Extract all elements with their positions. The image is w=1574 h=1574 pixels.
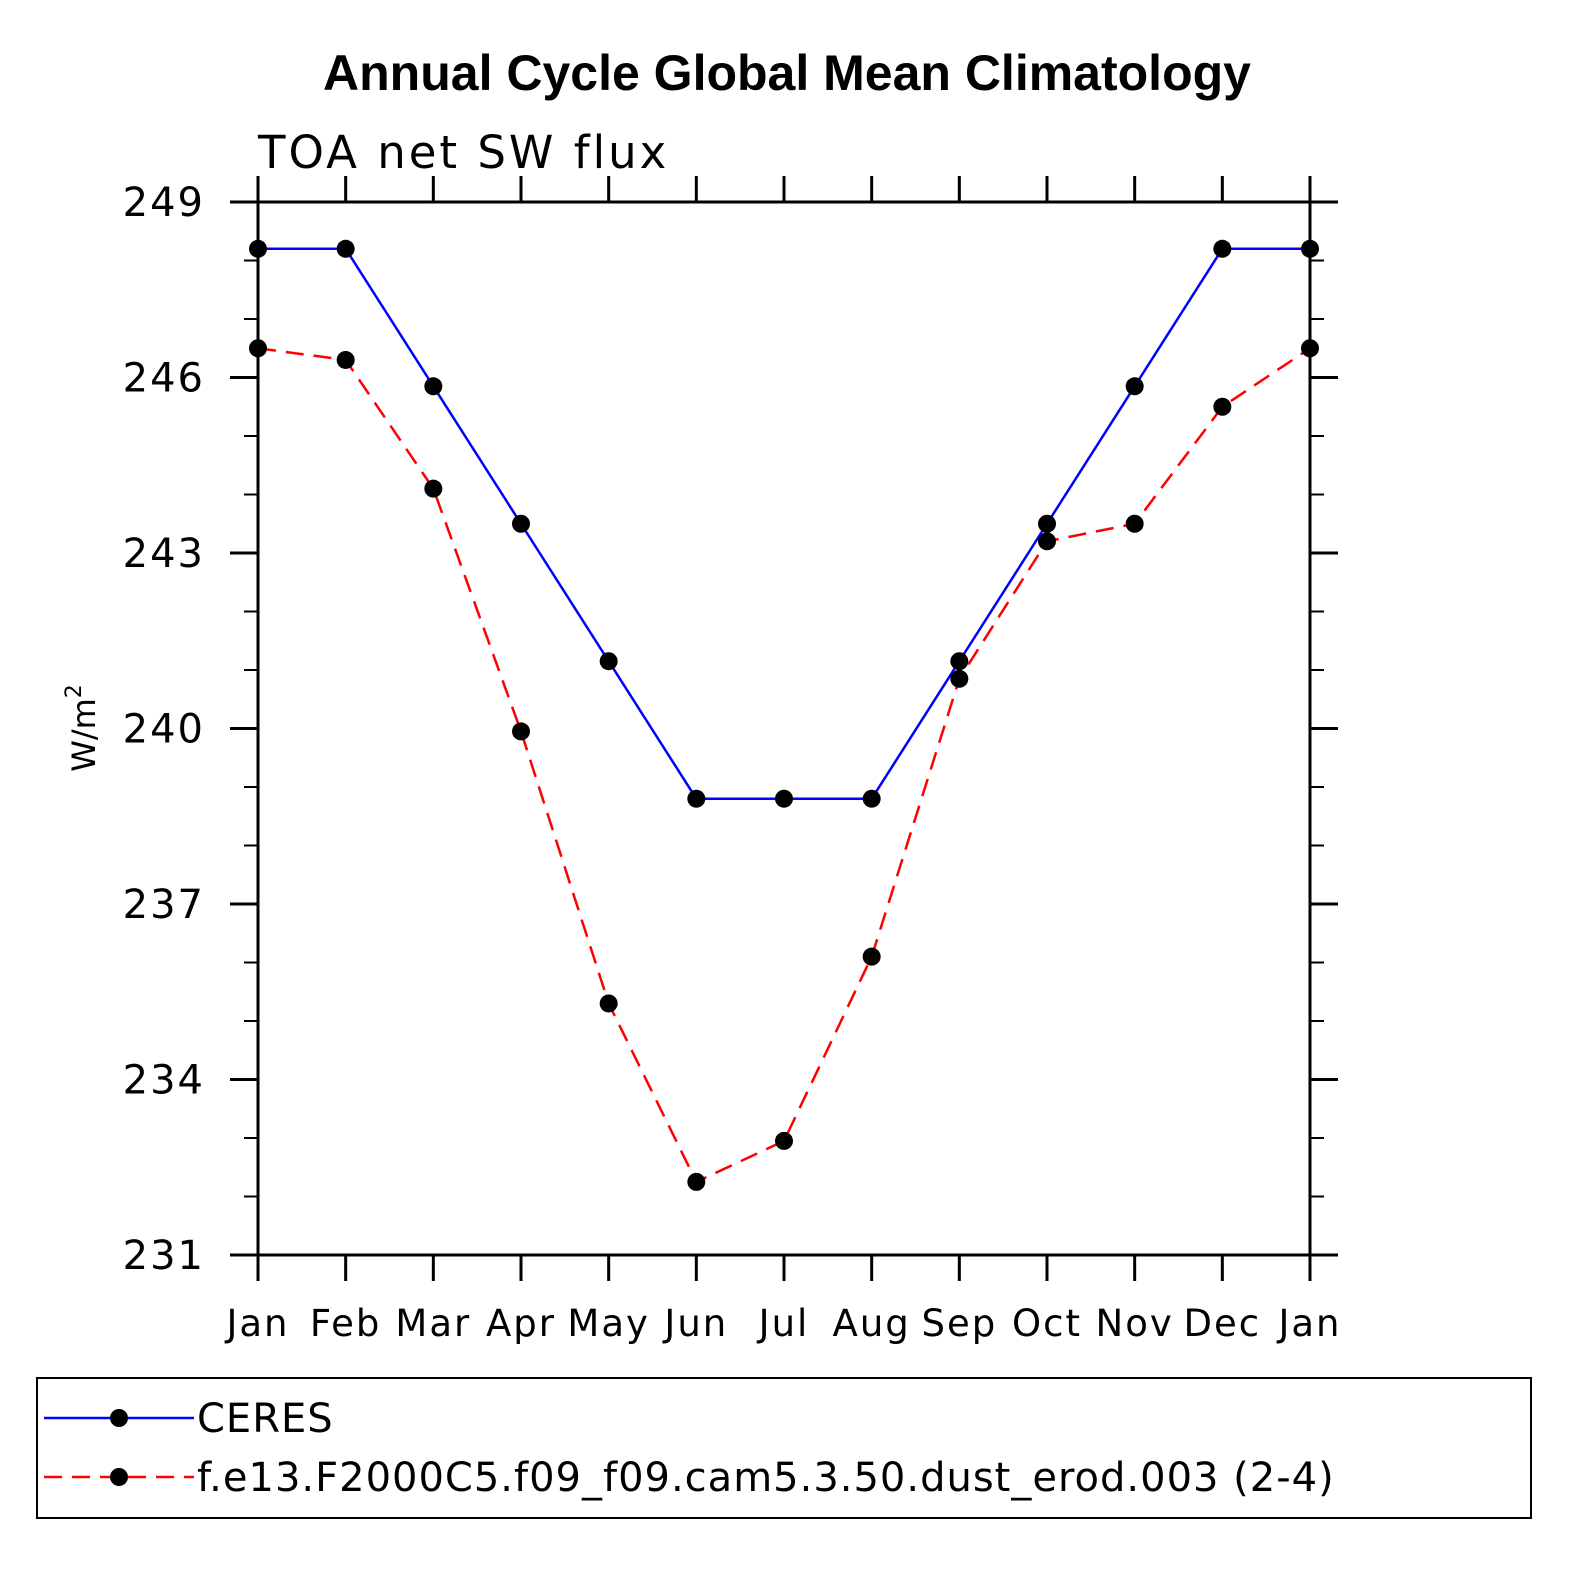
data-point-1: [687, 1172, 706, 1191]
data-point-1: [1213, 397, 1232, 416]
data-point-1: [512, 722, 530, 741]
x-tick-label: Sep: [921, 1302, 997, 1345]
chart-subtitle: TOA net SW flux: [257, 126, 669, 179]
data-point-0: [1301, 239, 1319, 258]
data-point-0: [512, 514, 530, 533]
x-tick-label: Mar: [395, 1302, 471, 1345]
legend-label-1: f.e13.F2000C5.f09_f09.cam5.3.50.dust_ero…: [197, 1455, 1335, 1501]
legend: CERES f.e13.F2000C5.f09_f09.cam5.3.50.dus…: [44, 1396, 1335, 1501]
legend-box: [36, 1377, 1532, 1519]
chart-title: Annual Cycle Global Mean Climatology: [323, 45, 1251, 101]
x-tick-label: Apr: [486, 1302, 556, 1345]
x-tick-label: Dec: [1184, 1302, 1262, 1345]
svg-text:W/m2: W/m2: [62, 684, 103, 772]
x-tick-label: Jul: [757, 1302, 810, 1345]
y-axis-title-text: W/m: [65, 698, 103, 772]
legend-marker-1: [110, 1468, 128, 1486]
legend-label-0: CERES: [197, 1396, 334, 1442]
x-tick-label: Feb: [310, 1302, 382, 1345]
y-tick-label: 249: [123, 180, 205, 226]
data-point-1: [1038, 532, 1056, 551]
data-point-1: [1125, 514, 1144, 533]
data-point-0: [1038, 514, 1056, 533]
x-tick-label: Jan: [1276, 1302, 1341, 1345]
data-point-1: [424, 479, 443, 498]
data-point-0: [687, 789, 706, 808]
y-tick-label: 243: [123, 531, 205, 577]
x-tick-label: Jun: [662, 1302, 728, 1345]
series-line-0: [258, 247, 1310, 800]
data-point-0: [424, 377, 443, 396]
data-point-0: [249, 239, 267, 258]
data-point-0: [1125, 377, 1144, 396]
data-point-0: [599, 652, 618, 671]
data-point-1: [775, 1131, 793, 1150]
y-tick-label: 240: [123, 707, 205, 753]
x-tick-label: Nov: [1096, 1302, 1174, 1345]
x-tick-label: Jan: [224, 1302, 289, 1345]
series-line-1: [257, 347, 1311, 1184]
series-layer: [249, 239, 1319, 1191]
data-point-1: [1301, 339, 1319, 358]
y-axis-title-superscript: 2: [62, 684, 87, 698]
data-point-1: [950, 669, 969, 688]
y-axis-title: W/m2: [62, 684, 103, 772]
y-tick-label: 237: [123, 882, 205, 928]
x-tick-label: Aug: [833, 1302, 911, 1345]
data-point-0: [336, 239, 355, 258]
data-point-0: [775, 789, 793, 808]
y-tick-label: 234: [123, 1058, 205, 1104]
data-point-1: [249, 339, 267, 358]
axes: Jan Feb Mar Apr May Jun Jul Aug Sep Oct Nov Dec Jan 2…: [123, 176, 1341, 1345]
legend-marker-0: [110, 1409, 128, 1427]
x-tick-label: Oct: [1012, 1302, 1082, 1345]
data-point-1: [599, 994, 618, 1013]
y-tick-label: 246: [123, 356, 205, 402]
y-tick-label: 231: [123, 1233, 205, 1279]
data-point-1: [862, 947, 881, 966]
data-point-0: [1213, 239, 1232, 258]
data-point-0: [862, 789, 881, 808]
data-point-0: [950, 652, 969, 671]
x-tick-label: May: [567, 1302, 650, 1345]
data-point-1: [336, 350, 355, 369]
